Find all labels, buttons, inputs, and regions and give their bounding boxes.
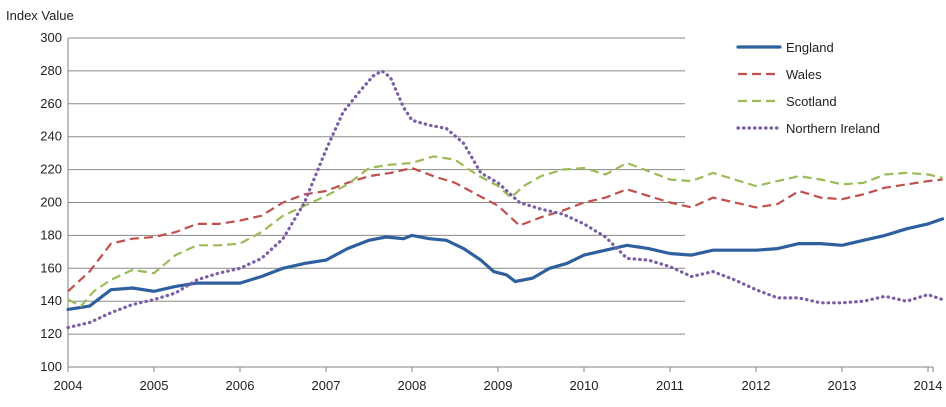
x-tick-label-2014: 2014 — [914, 378, 943, 393]
y-tick-label-140: 140 — [40, 293, 62, 308]
y-tick-label-260: 260 — [40, 96, 62, 111]
x-tick-label-2010: 2010 — [570, 378, 599, 393]
series-line-northern-ireland — [66, 69, 945, 330]
series-lines — [66, 69, 945, 330]
series-line-scotland — [67, 155, 943, 308]
legend: England Wales Scotland Northern Ireland — [736, 40, 880, 136]
y-tick-label-180: 180 — [40, 227, 62, 242]
x-tick-label-2012: 2012 — [742, 378, 771, 393]
y-tick-label-100: 100 — [40, 359, 62, 374]
y-tick-label-280: 280 — [40, 63, 62, 78]
x-tick-label-2007: 2007 — [312, 378, 341, 393]
legend-label-scotland: Scotland — [786, 94, 837, 109]
y-tick-label-220: 220 — [40, 162, 62, 177]
y-tick-label-300: 300 — [40, 30, 62, 45]
y-tick-label-240: 240 — [40, 129, 62, 144]
x-tick-label-2011: 2011 — [656, 378, 684, 393]
gridlines — [68, 37, 685, 335]
x-tick-label-2009: 2009 — [484, 378, 513, 393]
series-line-england — [66, 217, 945, 311]
x-tick-label-2005: 2005 — [140, 378, 169, 393]
y-tick-label-160: 160 — [40, 260, 62, 275]
axes: 100 120 140 160 180 200 220 240 260 280 300 2004 200… — [40, 30, 942, 393]
legend-label-england: England — [786, 40, 834, 55]
x-tick-label-2004: 2004 — [54, 378, 83, 393]
x-tick-label-2006: 2006 — [226, 378, 255, 393]
legend-label-wales: Wales — [786, 67, 822, 82]
y-tick-label-120: 120 — [40, 326, 62, 341]
legend-label-northern-ireland: Northern Ireland — [786, 121, 880, 136]
y-tick-label-200: 200 — [40, 195, 62, 210]
x-tick-label-2008: 2008 — [398, 378, 427, 393]
series-line-wales — [67, 166, 943, 293]
x-tick-label-2013: 2013 — [828, 378, 857, 393]
y-axis-label: Index Value — [6, 8, 74, 23]
